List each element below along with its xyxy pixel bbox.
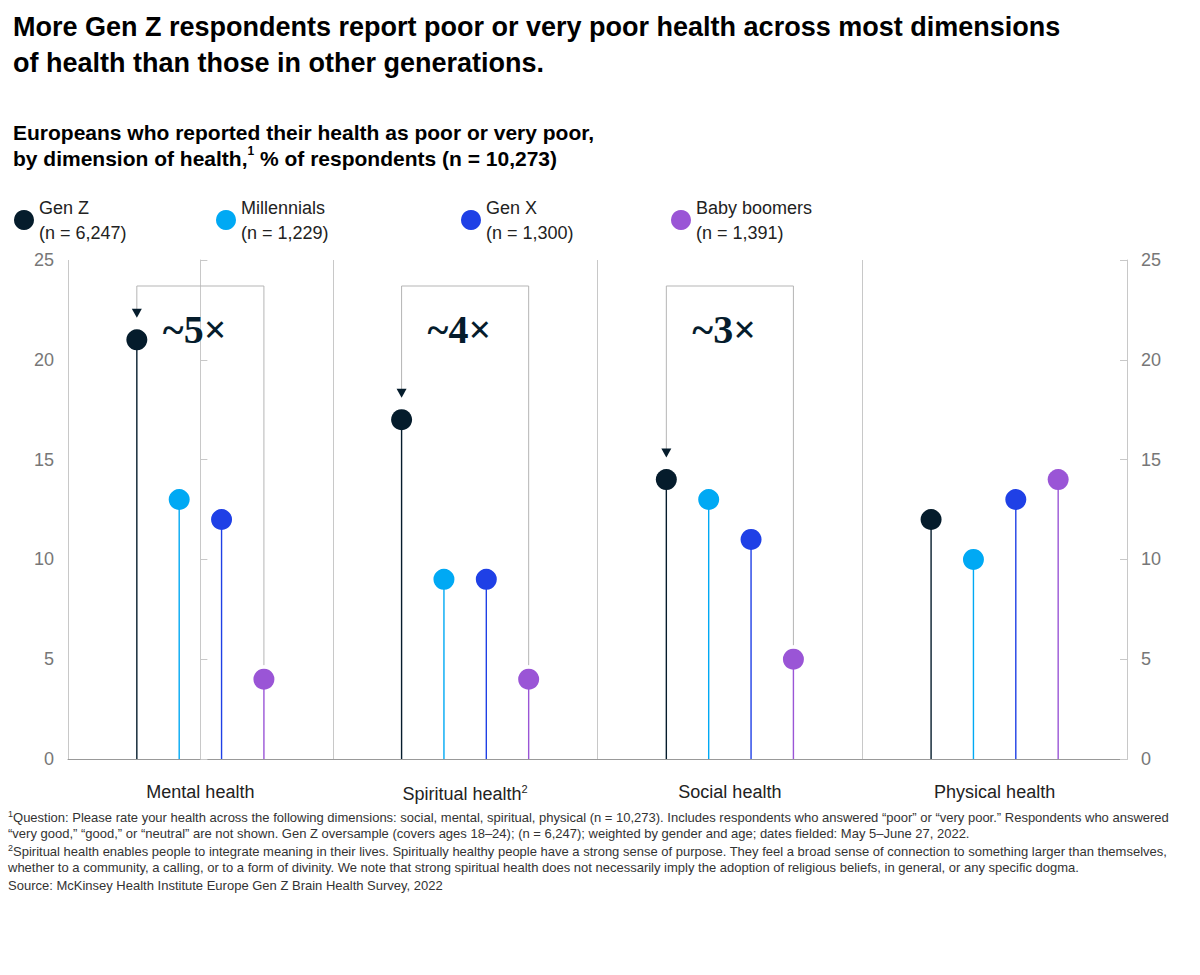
svg-text:20: 20 [34,350,54,370]
svg-text:25: 25 [34,250,54,270]
svg-text:Baby boomers: Baby boomers [696,198,812,218]
svg-text:Spiritual health: Spiritual health [403,784,522,804]
svg-text:~4×: ~4× [428,307,492,352]
svg-text:5: 5 [44,649,54,669]
html-text:Source: McKinsey Health Instit: Source: McKinsey Health Institute Europe… [8,878,443,893]
svg-text:~5×: ~5× [163,307,227,352]
svg-text:0: 0 [1141,749,1151,769]
svg-text:Gen X: Gen X [486,198,537,218]
svg-text:Physical health: Physical health [934,782,1055,802]
svg-text:Gen Z: Gen Z [39,198,89,218]
svg-text:Millennials: Millennials [241,198,325,218]
svg-text:(n = 1,300): (n = 1,300) [486,223,574,243]
svg-text:10: 10 [34,549,54,569]
svg-text:% of respondents (n = 10,273): % of respondents (n = 10,273) [254,147,557,170]
svg-text:Europeans who reported their h: Europeans who reported their health as p… [13,121,594,144]
html-text:1Question: Please rate your he: 1Question: Please rate your health acros… [8,808,1169,841]
svg-text:(n = 1,391): (n = 1,391) [696,223,784,243]
svg-text:Mental health: Mental health [146,782,254,802]
svg-text:15: 15 [34,450,54,470]
svg-text:1: 1 [247,144,255,158]
html-text:2Spiritual health enables peop: 2Spiritual health enables people to inte… [8,842,1167,875]
svg-text:More Gen Z respondents report: More Gen Z respondents report poor or ve… [13,12,1068,42]
svg-text:by dimension of health,: by dimension of health, [13,147,248,170]
svg-text:Social health: Social health [678,782,781,802]
svg-text:25: 25 [1141,250,1161,270]
svg-text:0: 0 [44,749,54,769]
svg-text:~3×: ~3× [692,307,756,352]
svg-text:5: 5 [1141,649,1151,669]
svg-text:15: 15 [1141,450,1161,470]
svg-text:10: 10 [1141,549,1161,569]
svg-text:of health than those in other: of health than those in other generation… [13,48,544,78]
svg-text:2: 2 [522,783,528,795]
svg-text:(n = 1,229): (n = 1,229) [241,223,329,243]
svg-text:(n = 6,247): (n = 6,247) [39,223,127,243]
svg-text:20: 20 [1141,350,1161,370]
